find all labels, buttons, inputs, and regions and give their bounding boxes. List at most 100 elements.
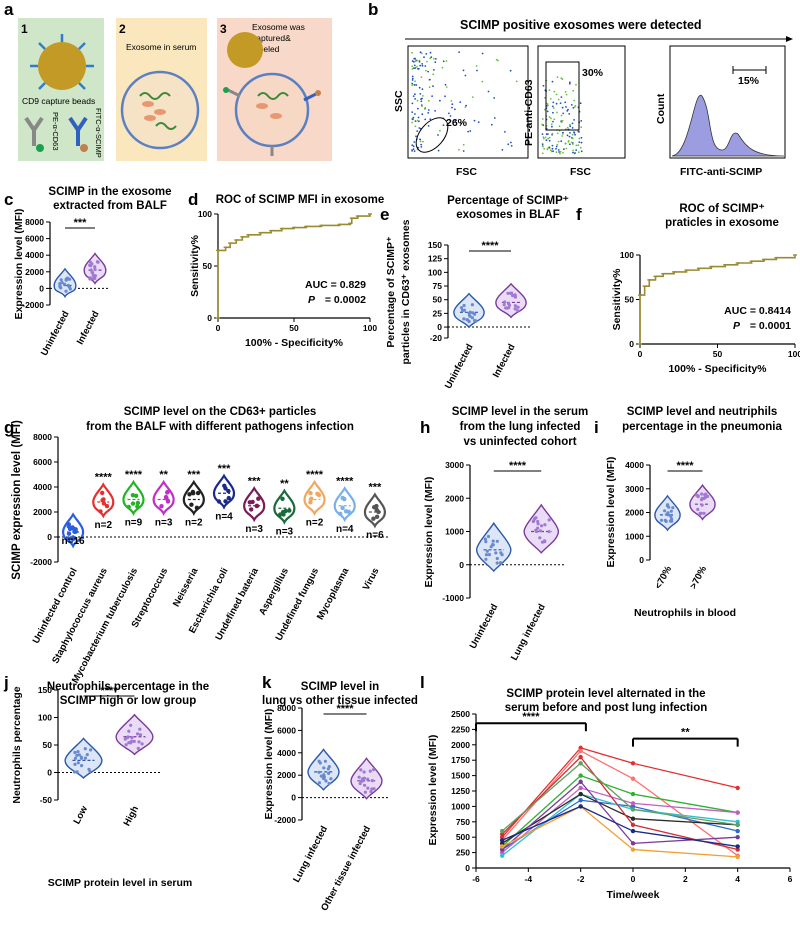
data-point xyxy=(317,770,321,774)
series-point xyxy=(735,835,740,840)
flow-event-dot xyxy=(411,149,413,152)
violin-shape xyxy=(273,488,296,525)
flow-event-dot xyxy=(560,96,563,98)
violin-shape xyxy=(243,486,266,523)
data-point xyxy=(473,318,477,323)
flow-event-dot xyxy=(572,143,574,146)
data-point xyxy=(536,519,540,524)
data-point xyxy=(491,539,495,543)
x-tick-label: Infected xyxy=(75,309,102,346)
chart-title: praticles in exosome xyxy=(665,217,779,229)
flow-plot-1-ylabel: SSC xyxy=(393,90,405,112)
x-tick-label: Staphylococcus aureus xyxy=(50,566,110,665)
flow-event-dot xyxy=(413,57,416,60)
x-tick-label: 100 xyxy=(788,349,800,359)
flow-event-dot xyxy=(569,125,572,128)
flow-event-dot xyxy=(414,120,417,122)
significance-marker: **** xyxy=(336,703,354,715)
flow-event-dot xyxy=(416,65,418,68)
auc-annotation: AUC = 0.8414 xyxy=(724,305,791,317)
flow-event-dot xyxy=(419,64,422,67)
flow-event-dot xyxy=(558,125,561,128)
data-point xyxy=(140,742,144,746)
y-tick-label: 2000 xyxy=(33,507,52,517)
data-point xyxy=(278,512,283,517)
panel-f: f ROC of SCIMP⁺ praticles in exosome 0 50 100… xyxy=(576,203,800,375)
data-point xyxy=(76,750,80,754)
flow-event-dot xyxy=(451,103,454,106)
data-point xyxy=(370,787,374,791)
flow-event-dot xyxy=(572,151,574,154)
data-point xyxy=(165,489,170,495)
labeled-exosome-cargo-icon xyxy=(223,87,321,156)
chart-title: SCIMP level in the serum xyxy=(452,406,589,418)
series-line xyxy=(501,805,738,848)
y-tick-label: 0 xyxy=(207,313,212,323)
flow-event-dot xyxy=(487,90,490,93)
y-tick-label: 1000 xyxy=(445,527,464,537)
significance-marker: **** xyxy=(100,685,118,697)
x-tick-label: Lung infected xyxy=(291,824,330,884)
series-point xyxy=(578,745,583,751)
y-tick-label: -2000 xyxy=(274,815,296,825)
x-tick-label: Uninfected xyxy=(468,602,501,651)
data-point xyxy=(187,492,192,497)
flow-event-dot xyxy=(550,150,553,153)
data-point xyxy=(126,735,130,739)
data-point xyxy=(360,779,365,783)
series-point xyxy=(578,785,583,791)
data-point xyxy=(359,768,363,772)
series-point xyxy=(578,791,583,797)
flow-event-dot xyxy=(419,93,422,95)
flow-event-dot xyxy=(414,98,416,100)
y-tick-label: 50 xyxy=(203,261,213,271)
flow-event-dot xyxy=(411,144,414,147)
panel-label-g: g xyxy=(4,418,14,437)
violin-shape xyxy=(182,479,205,516)
data-point xyxy=(371,516,376,521)
flow-event-dot xyxy=(434,110,436,112)
flow-event-dot xyxy=(571,133,574,136)
y-tick-label: 2000 xyxy=(451,740,470,750)
data-point xyxy=(72,770,77,774)
y-tick-label: 0 xyxy=(291,793,296,803)
data-point xyxy=(89,264,93,268)
data-point xyxy=(318,761,322,765)
flow-event-dot xyxy=(454,119,457,122)
data-point xyxy=(372,505,377,510)
arrow-head-icon xyxy=(786,36,793,42)
flow-event-dot xyxy=(569,81,571,84)
flow-event-dot xyxy=(550,123,553,126)
flow-event-dot xyxy=(413,64,416,67)
x-tick-label: Infected xyxy=(491,342,518,379)
y-tick-label: 750 xyxy=(456,817,470,827)
series-point xyxy=(630,847,636,852)
flow-event-dot xyxy=(418,86,421,89)
data-point xyxy=(159,504,164,509)
data-point xyxy=(516,309,520,313)
data-point xyxy=(513,295,518,299)
flow-event-dot xyxy=(414,93,416,96)
violin-shape xyxy=(61,512,85,549)
y-tick-label: 100 xyxy=(620,250,634,260)
flow-event-dot xyxy=(475,65,478,67)
flow-event-dot xyxy=(578,137,581,140)
series-point xyxy=(735,828,740,834)
gate-percent-2: 30% xyxy=(582,67,604,79)
flow-event-dot xyxy=(567,140,570,142)
data-point xyxy=(498,561,503,565)
flow-event-dot xyxy=(556,143,559,146)
flow-event-dot xyxy=(448,118,451,121)
y-tick-label: 0 xyxy=(629,339,634,349)
flow-event-dot xyxy=(541,152,544,155)
flow-event-dot xyxy=(430,56,433,59)
x-tick-label: Low xyxy=(72,804,91,826)
flow-event-dot xyxy=(547,104,549,107)
flow-event-dot xyxy=(419,140,422,143)
data-point xyxy=(484,557,488,561)
x-tick-label: 100 xyxy=(363,323,377,333)
x-tick-label: 50 xyxy=(289,323,299,333)
x-tick-label: Uninfected xyxy=(39,309,72,358)
y-tick-label: 2000 xyxy=(277,770,296,780)
bead-icon-small xyxy=(227,32,263,68)
